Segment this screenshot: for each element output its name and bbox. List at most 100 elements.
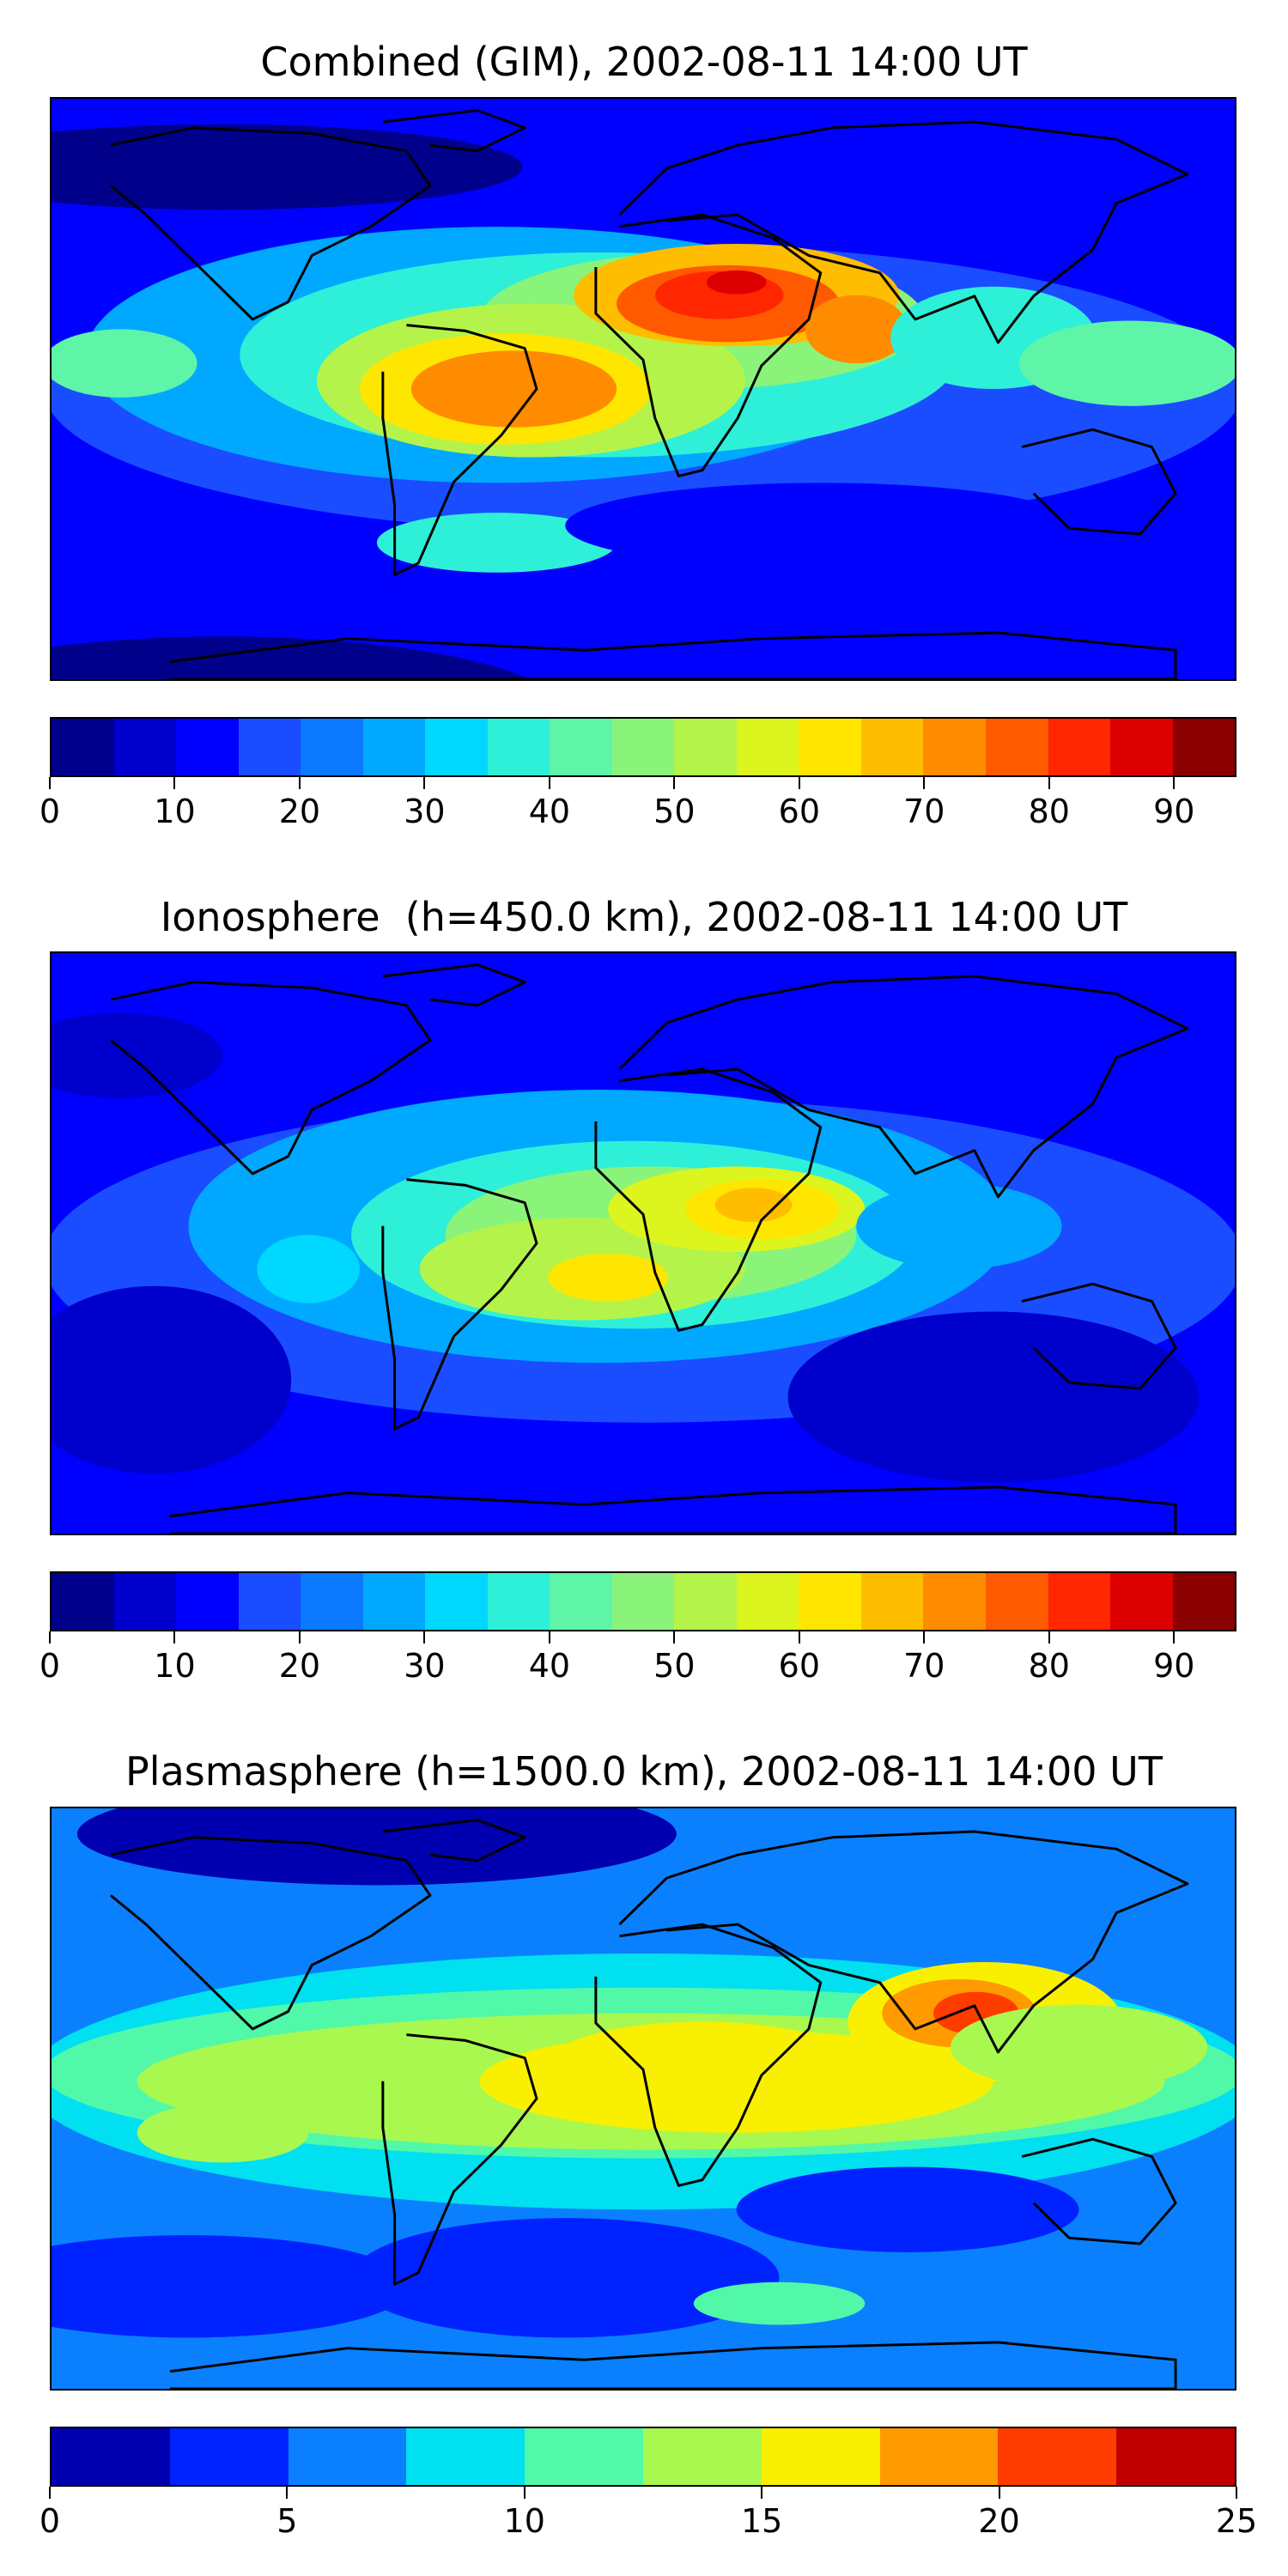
colorbar-cell-17 (1110, 719, 1173, 775)
coastline-5 (1021, 1282, 1177, 1390)
colorbar-cell-6 (425, 1573, 488, 1630)
panel-3-tick-label-4: 20 (978, 2502, 1020, 2540)
colorbar-cell-8 (550, 1573, 612, 1630)
heatmap-contour-11 (805, 295, 908, 364)
panel-2-tick-label-6: 60 (778, 1647, 820, 1685)
heatmap-contour-18 (565, 483, 1079, 568)
panel-2-tick-mark-7 (923, 1631, 926, 1643)
panel-2-tick-label-9: 90 (1153, 1647, 1195, 1685)
panel-3-tick-mark-4 (998, 2487, 1000, 2499)
panel-1-map (50, 97, 1236, 681)
colorbar-cell-3 (238, 1573, 301, 1630)
panel-2-tick-label-1: 10 (154, 1647, 196, 1685)
heatmap-contour-9 (950, 2004, 1208, 2091)
heatmap-contour-13 (736, 2166, 1079, 2252)
panel-3-tick-label-5: 25 (1215, 2502, 1258, 2540)
panel-2-tick-mark-9 (1173, 1631, 1176, 1643)
colorbar-cell-13 (860, 1573, 924, 1630)
panel-3-map (50, 1807, 1236, 2391)
colorbar-cell-2 (176, 1573, 239, 1630)
coastline-1 (382, 1819, 526, 1862)
panel-2-title: Ionosphere (h=450.0 km), 2002-08-11 14:0… (160, 894, 1128, 940)
coastline-6 (169, 631, 1177, 679)
colorbar-cell-2 (176, 719, 239, 775)
heatmap-contour-15 (52, 2235, 411, 2338)
coastline-2 (381, 324, 538, 576)
coastline-0 (109, 981, 432, 1176)
colorbar-cell-0 (52, 2428, 170, 2485)
coastline-4 (618, 975, 1189, 1199)
panel-2-tick-mark-1 (173, 1631, 176, 1643)
panel-1-tick-mark-6 (798, 777, 800, 789)
panel-2-tick-mark-5 (673, 1631, 676, 1643)
coastline-6 (169, 1485, 1177, 1534)
panel-2-tick-label-7: 70 (903, 1647, 945, 1685)
colorbar-cell-13 (860, 719, 924, 775)
heatmap-contour-11 (77, 1808, 677, 1886)
panel-2-tick-label-5: 50 (653, 1647, 696, 1685)
colorbar-cell-5 (642, 2428, 762, 2485)
panel-1-tick-label-9: 90 (1153, 793, 1195, 830)
colorbar-cell-3 (406, 2428, 526, 2485)
colorbar-cell-12 (799, 1573, 861, 1630)
colorbar-cell-7 (487, 1573, 550, 1630)
heatmap-contour-7 (714, 1188, 793, 1223)
colorbar-cell-16 (1048, 1573, 1111, 1630)
panel-3-tick-mark-0 (49, 2487, 51, 2499)
panel-1-tick-label-1: 10 (154, 793, 196, 830)
coastline-5 (1021, 2137, 1177, 2245)
coastline-6 (169, 2341, 1177, 2389)
panel-1-tick-label-4: 40 (528, 793, 571, 830)
coastline-1 (382, 963, 526, 1007)
panel-1-tick-label-0: 0 (39, 793, 61, 830)
panel-3-tick-mark-5 (1236, 2487, 1237, 2499)
colorbar-cell-11 (736, 719, 799, 775)
panel-1-tick-label-8: 80 (1028, 793, 1070, 830)
heatmap-contour-12 (787, 1311, 1200, 1483)
colorbar-cell-4 (301, 719, 363, 775)
coastline-3 (594, 1923, 823, 2187)
heatmap-contour-14 (52, 1012, 223, 1098)
heatmap-contour-7 (410, 350, 617, 428)
colorbar-cell-14 (923, 1573, 986, 1630)
heatmap-contour-11 (52, 1285, 292, 1474)
colorbar-cell-9 (1116, 2428, 1235, 2485)
panel-1-tick-mark-7 (923, 777, 926, 789)
coastline-1 (382, 109, 526, 153)
panel-3-title: Plasmasphere (h=1500.0 km), 2002-08-11 1… (125, 1748, 1163, 1795)
panel-2-tick-mark-8 (1048, 1631, 1050, 1643)
panel-3-heatmap-svg (52, 1808, 1235, 2389)
panel-1-tick-mark-0 (49, 777, 51, 789)
panel-3-tick-label-1: 5 (276, 2502, 298, 2540)
panel-2-tick-label-2: 20 (278, 1647, 321, 1685)
colorbar-cell-1 (113, 719, 177, 775)
colorbar-cell-2 (288, 2428, 407, 2485)
panel-3-tick-label-0: 0 (39, 2502, 61, 2540)
panel-2-tick-mark-3 (423, 1631, 426, 1643)
panel-3-tick-label-3: 15 (741, 2502, 783, 2540)
heatmap-contour-10 (706, 270, 767, 295)
colorbar-cell-5 (362, 719, 426, 775)
panel-1-colorbar (50, 717, 1236, 777)
panel-2-tick-mark-2 (298, 1631, 301, 1643)
panel-1-tick-mark-5 (673, 777, 676, 789)
panel-2-tick-label-3: 30 (404, 1647, 446, 1685)
colorbar-cell-15 (985, 719, 1048, 775)
colorbar-cell-0 (52, 1573, 114, 1630)
panel-1-tick-label-7: 70 (903, 793, 945, 830)
coastline-5 (1021, 428, 1177, 536)
heatmap-contour-8 (650, 2056, 823, 2107)
coastline-4 (618, 1830, 1189, 2054)
panel-1-tick-mark-4 (548, 777, 550, 789)
coastline-0 (109, 126, 432, 321)
panel-2-heatmap-svg (52, 953, 1235, 1534)
colorbar-cell-8 (998, 2428, 1117, 2485)
panel-2-tick-mark-0 (49, 1631, 51, 1643)
colorbar-cell-17 (1110, 1573, 1173, 1630)
colorbar-cell-10 (674, 1573, 737, 1630)
panel-1-tick-label-6: 60 (778, 793, 820, 830)
heatmap-contour-13 (137, 987, 651, 1056)
colorbar-cell-18 (1172, 1573, 1235, 1630)
panel-3-tick-label-2: 10 (503, 2502, 545, 2540)
colorbar-cell-0 (52, 719, 114, 775)
